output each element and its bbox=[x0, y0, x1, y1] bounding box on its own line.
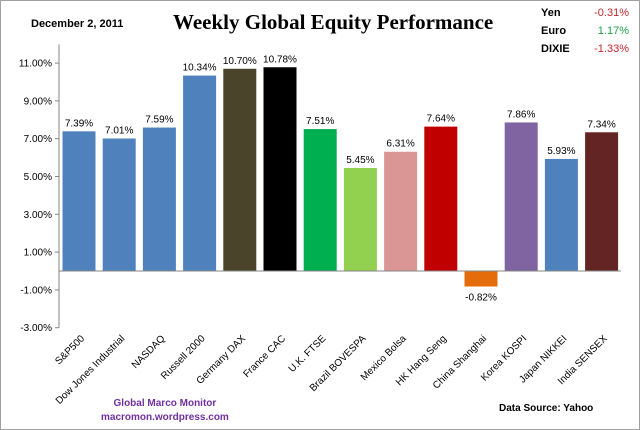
bar bbox=[142, 127, 176, 271]
currency-name: Euro bbox=[541, 25, 567, 37]
y-tick-label: -1.00% bbox=[20, 285, 52, 296]
data-label: 10.78% bbox=[263, 54, 297, 65]
currency-name: Yen bbox=[541, 7, 561, 19]
currency-value: -1.33% bbox=[594, 43, 629, 55]
y-tick-label: -3.00% bbox=[20, 323, 52, 334]
data-label: 5.93% bbox=[547, 146, 575, 157]
currency-name: DIXIE bbox=[541, 43, 570, 55]
y-tick-label: 3.00% bbox=[24, 210, 52, 221]
data-label: 7.51% bbox=[306, 116, 334, 127]
bar bbox=[504, 122, 538, 271]
chart-title: Weekly Global Equity Performance bbox=[173, 10, 494, 34]
data-source: Data Source: Yahoo bbox=[499, 403, 594, 414]
bar bbox=[183, 75, 217, 271]
data-label: 10.70% bbox=[223, 56, 257, 67]
bar bbox=[223, 68, 257, 272]
data-label: 7.01% bbox=[105, 126, 133, 137]
data-label: -0.82% bbox=[465, 292, 497, 303]
bar bbox=[424, 126, 458, 271]
data-label: 6.31% bbox=[386, 139, 414, 150]
data-label: 10.34% bbox=[183, 63, 217, 74]
bar bbox=[102, 138, 136, 271]
bar bbox=[303, 129, 337, 271]
x-tick-label: Dow Jones Industrial bbox=[54, 333, 127, 406]
x-tick-label: NASDAQ bbox=[130, 333, 168, 371]
bar bbox=[585, 132, 619, 271]
credit-line2: macromon.wordpress.com bbox=[101, 412, 229, 423]
y-tick-label: 5.00% bbox=[24, 172, 52, 183]
data-label: 7.39% bbox=[65, 118, 93, 129]
bar bbox=[544, 158, 578, 271]
data-label: 5.45% bbox=[346, 155, 374, 166]
bar bbox=[384, 151, 418, 271]
x-tick-label: France CAC bbox=[241, 333, 288, 380]
credit: Global Marco Monitor macromon.wordpress.… bbox=[101, 397, 229, 425]
x-tick-label: U.K. FTSE bbox=[287, 333, 329, 375]
y-tick-label: 7.00% bbox=[24, 134, 52, 145]
credit-line1: Global Marco Monitor bbox=[113, 398, 217, 409]
data-label: 7.59% bbox=[145, 115, 173, 126]
data-label: 7.34% bbox=[587, 119, 615, 130]
data-label: 7.64% bbox=[427, 114, 455, 125]
data-label: 7.86% bbox=[507, 109, 535, 120]
y-tick-label: 9.00% bbox=[24, 96, 52, 107]
x-tick-label: S&P500 bbox=[53, 333, 87, 367]
report-date: December 2, 2011 bbox=[31, 18, 124, 30]
bar bbox=[343, 167, 377, 271]
currency-value: 1.17% bbox=[597, 25, 629, 37]
y-tick-label: 1.00% bbox=[24, 248, 52, 259]
bar bbox=[263, 67, 297, 272]
bar bbox=[464, 271, 498, 287]
bar bbox=[62, 131, 96, 271]
y-tick-label: 11.00% bbox=[19, 59, 52, 70]
currency-value: -0.31% bbox=[594, 7, 629, 19]
